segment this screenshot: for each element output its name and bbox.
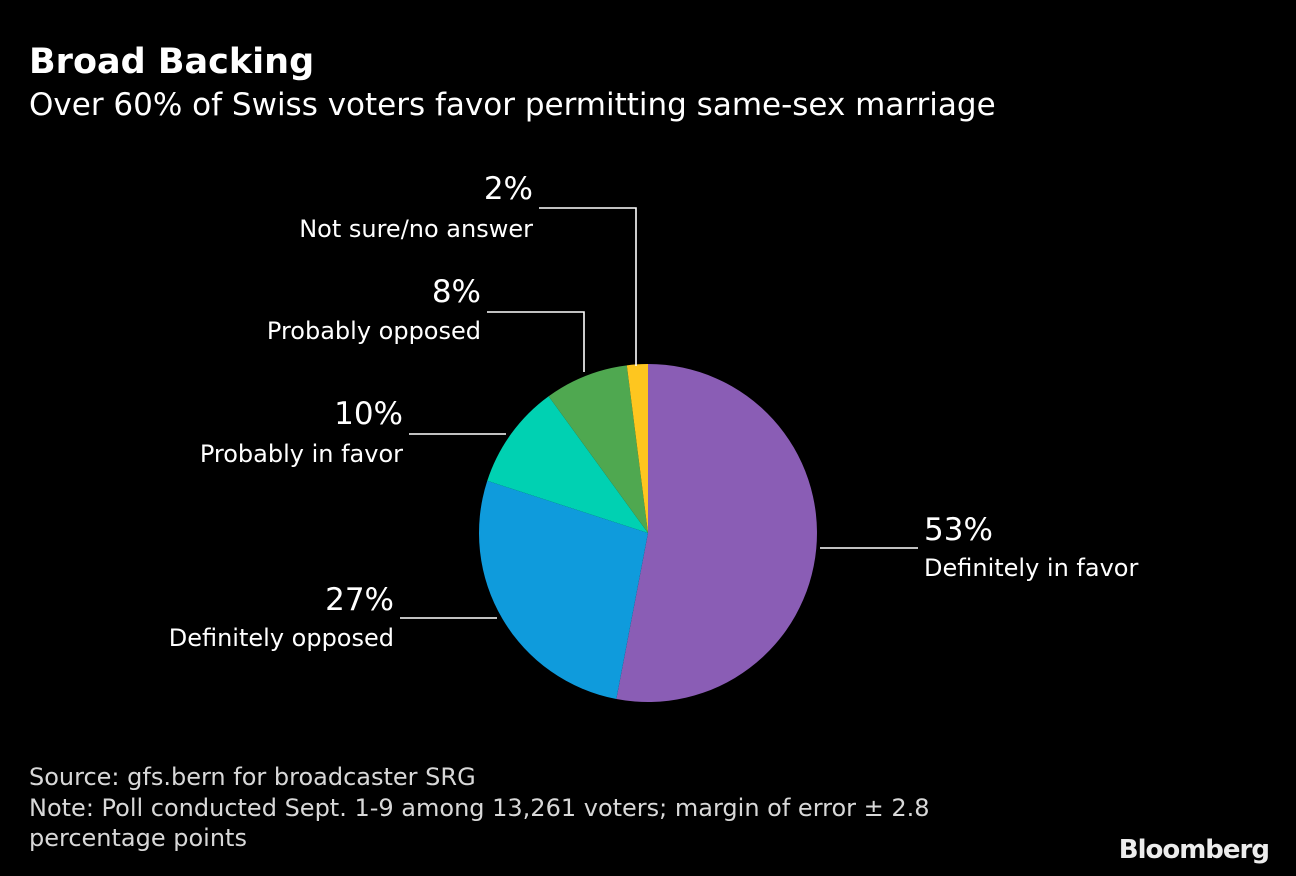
- category-label-not-sure-no-answer: Not sure/no answer: [299, 215, 533, 243]
- pie-slice-probably-opposed: [548, 365, 648, 533]
- value-label-definitely-opposed: 27%: [325, 582, 394, 618]
- category-label-probably-opposed: Probably opposed: [267, 317, 481, 345]
- slice-labels: 53% Definitely in favor 27% Definitely oppo…: [169, 171, 1139, 652]
- pie-slice-definitely-in-favor: [616, 364, 817, 702]
- pie-slices: [478, 364, 817, 702]
- chart-title: Broad Backing: [29, 42, 315, 82]
- value-label-probably-opposed: 8%: [432, 274, 481, 310]
- pie-slice-not-sure-no-answer: [626, 364, 648, 533]
- method-note: Note: Poll conducted Sept. 1-9 among 13,…: [29, 793, 930, 822]
- value-label-not-sure-no-answer: 2%: [484, 171, 533, 207]
- chart-subtitle: Over 60% of Swiss voters favor permittin…: [29, 87, 996, 123]
- footnotes: Source: gfs.bern for broadcaster SRG Not…: [29, 762, 930, 854]
- source-note: Source: gfs.bern for broadcaster SRG: [29, 763, 476, 791]
- pie-slice-probably-in-favor: [487, 396, 648, 533]
- pie-slice-definitely-opposed: [478, 480, 648, 700]
- value-label-probably-in-favor: 10%: [334, 396, 403, 432]
- leader-line-not-sure-no-answer: [539, 207, 637, 366]
- leader-lines: [400, 207, 918, 619]
- bloomberg-logo: Bloomberg: [1118, 835, 1270, 865]
- leader-line-probably-opposed: [487, 311, 585, 372]
- method-note-cont: percentage points: [29, 824, 247, 852]
- category-label-definitely-in-favor: Definitely in favor: [924, 554, 1138, 582]
- category-label-probably-in-favor: Probably in favor: [200, 440, 403, 468]
- value-label-definitely-in-favor: 53%: [924, 512, 993, 548]
- category-label-definitely-opposed: Definitely opposed: [169, 624, 394, 652]
